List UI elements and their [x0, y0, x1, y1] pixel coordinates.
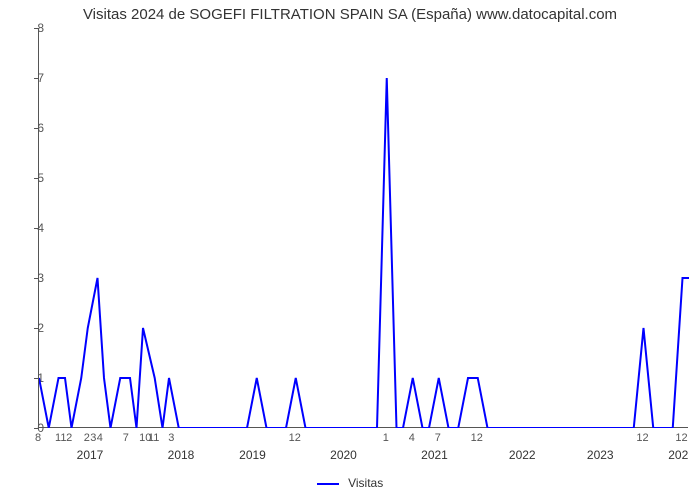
x-tick-label: 2 [84, 432, 90, 444]
x-tick-label: 8 [35, 432, 41, 444]
x-tick-label: 12 [289, 432, 301, 444]
x-year-label: 2022 [509, 448, 536, 462]
x-tick-label: 3 [90, 432, 96, 444]
x-year-label: 2018 [168, 448, 195, 462]
legend: Visitas [0, 476, 700, 490]
x-tick-label: 12 [636, 432, 648, 444]
x-tick-label: 11 [55, 432, 66, 444]
visitas-line [39, 78, 689, 428]
legend-swatch [317, 483, 339, 485]
x-year-label: 2021 [421, 448, 448, 462]
y-tick-mark [34, 428, 38, 429]
legend-label: Visitas [348, 476, 383, 490]
x-year-label: 2017 [77, 448, 104, 462]
x-tick-label: 12 [471, 432, 483, 444]
x-tick-label: 11 [148, 432, 159, 444]
line-series [39, 28, 689, 428]
plot-area [38, 28, 688, 428]
x-tick-label: 4 [409, 432, 415, 444]
x-tick-label: 1 [383, 432, 389, 444]
x-year-label: 202 [668, 448, 688, 462]
x-tick-label: 4 [97, 432, 103, 444]
x-tick-label: 7 [123, 432, 129, 444]
x-tick-label: 3 [168, 432, 174, 444]
chart-title: Visitas 2024 de SOGEFI FILTRATION SPAIN … [0, 6, 700, 23]
x-tick-label: 2 [66, 432, 72, 444]
x-year-label: 2019 [239, 448, 266, 462]
chart-container: Visitas 2024 de SOGEFI FILTRATION SPAIN … [0, 0, 700, 500]
x-year-label: 2020 [330, 448, 357, 462]
x-tick-label: 7 [435, 432, 441, 444]
x-tick-label: 12 [675, 432, 687, 444]
x-year-label: 2023 [587, 448, 614, 462]
